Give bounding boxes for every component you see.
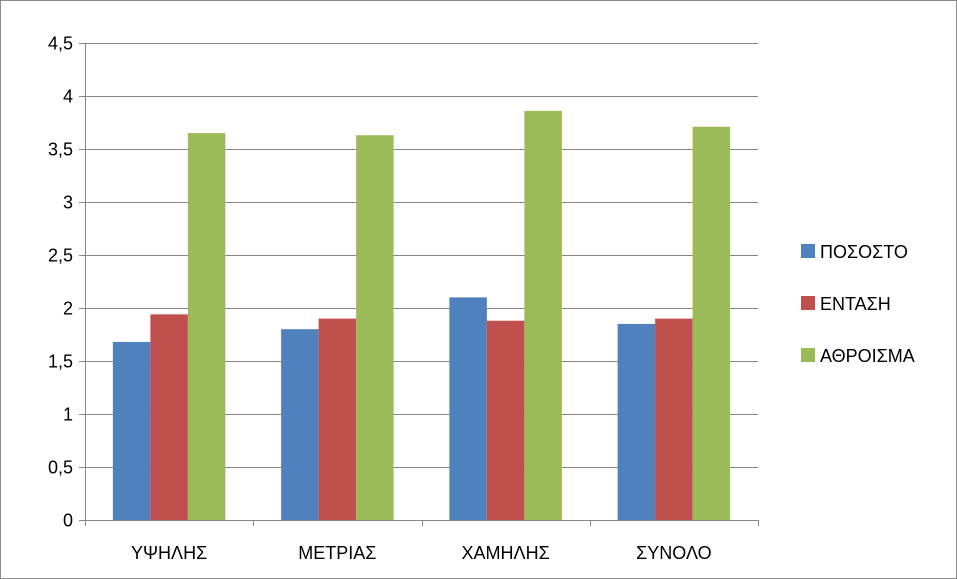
- bar: [112, 341, 151, 520]
- legend-swatch: [801, 348, 815, 362]
- x-category-label: ΜΕΤΡΙΑΣ: [298, 543, 376, 563]
- legend-swatch: [801, 244, 815, 258]
- y-tick-label: 3,5: [48, 140, 73, 160]
- x-category-label: ΥΨΗΛΗΣ: [131, 543, 207, 563]
- y-tick-label: 2: [63, 299, 73, 319]
- bars: [112, 110, 731, 521]
- y-tick-label: 4,5: [48, 34, 73, 54]
- legend-label: ΕΝΤΑΣΗ: [820, 294, 891, 314]
- y-tick-label: 3: [63, 193, 73, 213]
- y-tick-label: 1: [63, 405, 73, 425]
- y-tick-label: 4: [63, 87, 73, 107]
- x-category-labels: ΥΨΗΛΗΣ ΜΕΤΡΙΑΣ ΧΑΜΗΛΗΣ ΣΥΝΟΛΟ: [131, 543, 712, 563]
- bar: [486, 320, 525, 520]
- y-tick-labels: 0 0,5 1 1,5 2 2,5 3 3,5 4 4,5: [48, 34, 73, 531]
- legend-swatch: [801, 296, 815, 310]
- legend: ΠΟΣΟΣΤΟ ΕΝΤΑΣΗ ΑΘΡΟΙΣΜΑ: [801, 242, 915, 366]
- y-tick-label: 2,5: [48, 246, 73, 266]
- x-category-label: ΧΑΜΗΛΗΣ: [462, 543, 550, 563]
- bar: [318, 318, 357, 520]
- bar: [150, 314, 188, 520]
- y-tick-label: 1,5: [48, 352, 73, 372]
- x-category-label: ΣΥΝΟΛΟ: [636, 543, 711, 563]
- bar: [187, 133, 226, 520]
- axes: [79, 43, 759, 526]
- bar: [281, 329, 319, 520]
- bar: [617, 323, 656, 520]
- bar: [449, 297, 487, 520]
- legend-label: ΠΟΣΟΣΤΟ: [820, 242, 908, 262]
- legend-label: ΑΘΡΟΙΣΜΑ: [820, 346, 915, 366]
- bar: [655, 318, 693, 520]
- y-tick-label: 0: [63, 511, 73, 531]
- bar: [692, 126, 731, 521]
- bar: [356, 135, 394, 520]
- y-tick-label: 0,5: [48, 458, 73, 478]
- bar: [524, 110, 562, 520]
